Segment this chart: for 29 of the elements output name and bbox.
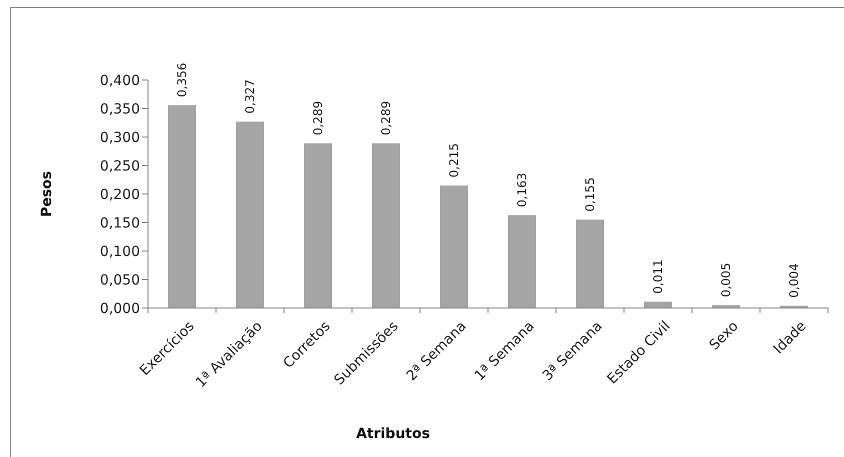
data-label: 0,163 (515, 172, 529, 208)
y-tick-label: 0,400 (100, 72, 140, 89)
data-label: 0,215 (447, 143, 461, 178)
bar (372, 143, 400, 308)
bar (168, 105, 196, 308)
y-tick-label: 0,250 (100, 158, 140, 174)
x-axis-title: Atributos (356, 426, 430, 442)
data-label: 0,289 (311, 100, 325, 136)
data-label: 0,011 (651, 259, 665, 294)
y-tick-label: 0,200 (100, 186, 140, 203)
bar (440, 185, 468, 308)
bar (508, 215, 536, 308)
data-label: 0,155 (583, 177, 597, 212)
data-label: 0,005 (719, 262, 733, 298)
data-label: 0,289 (379, 100, 393, 136)
bar (304, 143, 332, 308)
data-label: 0,327 (243, 79, 257, 114)
bar (644, 302, 672, 308)
y-axis-title: Pesos (39, 170, 55, 218)
bar (576, 220, 604, 308)
y-tick-label: 0,300 (100, 130, 140, 146)
y-tick-label: 0,350 (100, 101, 140, 118)
y-tick-label: 0,150 (100, 215, 140, 232)
data-label: 0,004 (787, 263, 801, 298)
bar (236, 122, 264, 308)
y-tick-label: 0,050 (100, 272, 140, 288)
data-label: 0,356 (175, 62, 189, 98)
y-tick-label: 0,000 (100, 300, 140, 317)
y-tick-label: 0,100 (100, 244, 140, 260)
